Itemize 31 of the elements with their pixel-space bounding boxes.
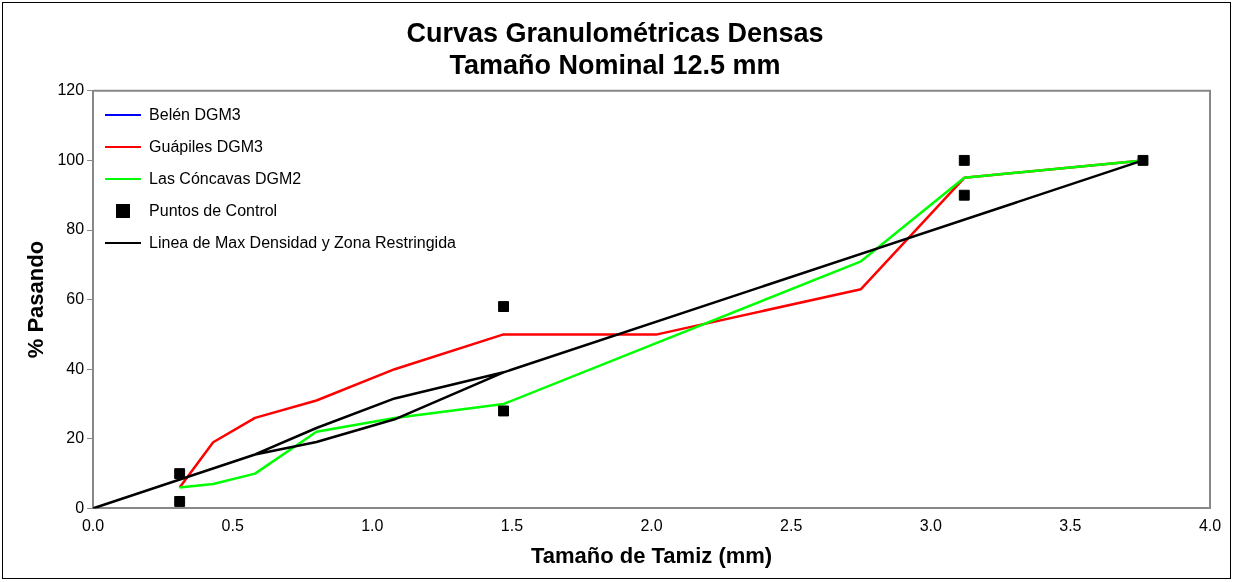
- point: [498, 301, 510, 313]
- y-axis-title: % Pasando: [23, 240, 49, 359]
- x-tick-label: 2.0: [640, 517, 663, 535]
- y-tick-label: 0: [75, 498, 85, 516]
- point: [174, 495, 186, 507]
- x-tick-label: 1.5: [500, 517, 524, 535]
- chart-title: Curvas Granulométricas Densas Tamaño Nominal 12.5 mm: [406, 17, 824, 81]
- legend-label: Las Cóncavas DGM2: [149, 169, 302, 188]
- y-tick-label: 80: [66, 220, 85, 238]
- x-tick-label: 1.0: [361, 517, 384, 535]
- point: [958, 189, 970, 201]
- y-tick-label: 120: [57, 81, 85, 99]
- x-axis-title: Tamaño de Tamiz (mm): [530, 542, 773, 568]
- legend-label: Linea de Max Densidad y Zona Restringida: [149, 233, 456, 252]
- legend-label: Belén DGM3: [149, 105, 241, 124]
- point: [958, 154, 970, 166]
- point: [1137, 154, 1149, 166]
- y-tick-label: 20: [66, 429, 85, 447]
- y-tick-label: 40: [66, 359, 85, 377]
- x-tick-label: 3.0: [919, 517, 942, 535]
- y-tick-label: 100: [57, 150, 85, 168]
- x-tick-label: 3.5: [1059, 517, 1082, 535]
- point: [174, 468, 186, 480]
- x-tick-label: 4.0: [1198, 517, 1222, 535]
- y-tick-label: 60: [66, 290, 85, 308]
- x-tick-label: 0.0: [81, 517, 105, 535]
- legend-label: Guápiles DGM3: [149, 137, 263, 156]
- legend-label: Puntos de Control: [149, 201, 278, 220]
- x-tick-label: 0.5: [221, 517, 244, 535]
- x-tick-label: 2.5: [780, 517, 803, 535]
- point: [498, 405, 510, 417]
